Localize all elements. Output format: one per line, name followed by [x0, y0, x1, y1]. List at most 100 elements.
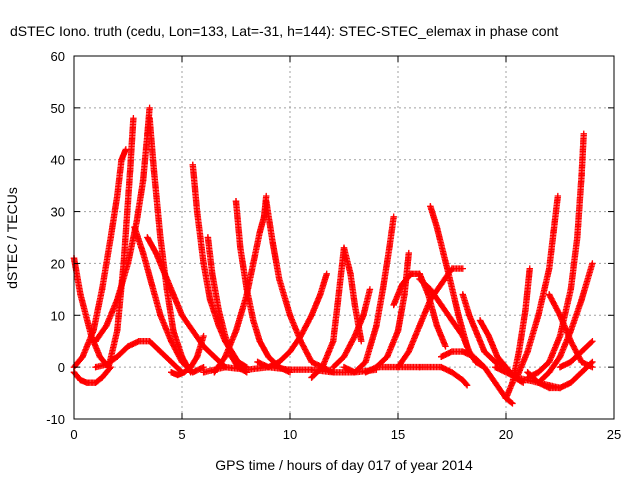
data-point: [474, 332, 482, 340]
data-point: [524, 376, 531, 384]
data-point: [340, 363, 348, 371]
data-point: [362, 369, 369, 376]
series-arc-23: [427, 203, 471, 350]
data-point: [243, 366, 250, 373]
data-point: [146, 338, 153, 345]
data-point: [317, 291, 324, 298]
data-point: [98, 286, 106, 293]
series-arc-30: [513, 192, 562, 381]
data-point: [126, 166, 134, 174]
data-point: [222, 353, 229, 360]
data-point: [340, 244, 348, 252]
data-point: [206, 296, 214, 303]
data-segment: [193, 208, 207, 266]
data-segment: [269, 239, 283, 281]
data-segment: [440, 249, 453, 281]
data-point: [334, 301, 341, 309]
data-point: [459, 332, 466, 340]
data-point: [524, 348, 531, 355]
data-point: [256, 338, 263, 345]
x-tick-label: 5: [178, 427, 185, 442]
data-point: [265, 353, 272, 360]
data-segment: [317, 272, 330, 298]
data-segment: [574, 173, 585, 241]
data-point: [373, 322, 380, 329]
data-point: [535, 369, 542, 376]
data-point: [556, 363, 564, 371]
data-point: [237, 244, 244, 252]
data-point: [502, 395, 510, 402]
data-point: [168, 369, 175, 376]
data-point: [77, 291, 84, 298]
data-point: [193, 353, 201, 360]
data-point: [265, 363, 272, 371]
series-arc-04: [92, 104, 153, 345]
data-point: [189, 327, 196, 335]
data-segment: [70, 255, 84, 297]
data-point: [330, 363, 337, 371]
series-arc-29: [502, 265, 533, 402]
data-point: [276, 275, 283, 283]
y-tick-label: 10: [51, 308, 65, 323]
data-point: [554, 192, 562, 200]
data-segment: [433, 223, 447, 255]
data-segment: [133, 178, 147, 226]
data-point: [578, 172, 585, 179]
data-point: [578, 348, 585, 355]
data-segment: [148, 281, 164, 317]
data-point: [546, 382, 553, 389]
data-point: [502, 369, 510, 376]
data-point: [319, 363, 326, 371]
data-point: [114, 296, 121, 303]
data-point: [286, 366, 294, 373]
series-arc-09: [92, 338, 186, 376]
data-point: [556, 332, 564, 340]
data-point: [358, 338, 365, 345]
data-point: [546, 265, 553, 272]
plot-area: [70, 104, 596, 407]
data-point: [401, 291, 408, 298]
data-point: [522, 306, 529, 314]
series-arc-07: [144, 234, 229, 371]
data-point: [103, 361, 110, 368]
series-arc-32: [535, 260, 596, 386]
data-point: [98, 374, 106, 381]
data-segment: [373, 287, 386, 329]
data-point: [189, 161, 196, 169]
data-point: [546, 358, 553, 366]
data-segment: [567, 235, 581, 293]
data-point: [546, 291, 553, 298]
data-point: [390, 301, 397, 309]
data-point: [144, 234, 151, 241]
y-tick-label: 30: [51, 205, 65, 220]
data-point: [546, 369, 553, 376]
data-point: [574, 234, 581, 241]
data-point: [459, 348, 466, 355]
data-point: [492, 379, 499, 386]
data-point: [146, 115, 153, 122]
data-point: [139, 249, 147, 257]
data-point: [114, 192, 121, 200]
data-point: [168, 358, 175, 366]
x-tick-label: 10: [283, 427, 297, 442]
data-point: [351, 369, 358, 376]
data-point: [416, 322, 423, 329]
data-point: [157, 312, 164, 319]
data-point: [567, 286, 574, 293]
data-segment: [522, 267, 533, 314]
data-segment: [330, 303, 341, 345]
series-arc-16: [254, 270, 330, 371]
data-point: [157, 234, 164, 241]
data-point: [269, 239, 276, 246]
data-point: [148, 280, 155, 288]
data-point: [308, 366, 315, 373]
data-point: [362, 358, 369, 366]
data-point: [476, 317, 484, 324]
data-point: [589, 358, 596, 366]
data-point: [124, 260, 132, 267]
data-segment: [362, 324, 380, 366]
data-point: [168, 338, 175, 345]
data-point: [438, 301, 445, 309]
data-point: [360, 312, 367, 319]
data-point: [286, 312, 294, 319]
